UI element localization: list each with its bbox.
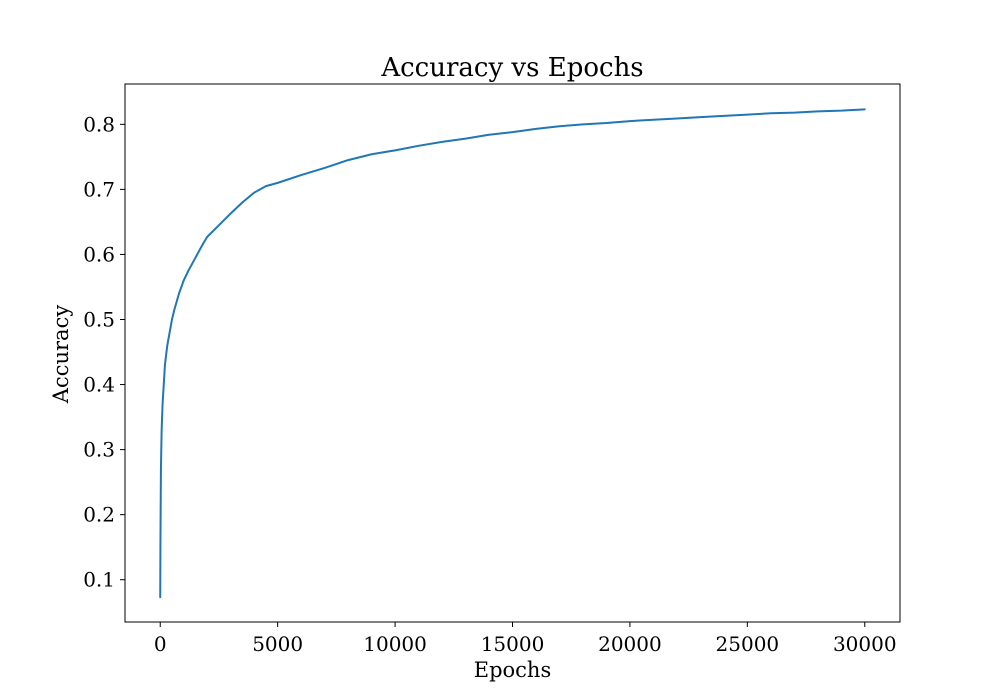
x-tick-label: 25000 (716, 632, 780, 656)
x-tick-label: 10000 (363, 632, 427, 656)
y-tick-label: 0.1 (83, 568, 115, 592)
x-axis: 0 5000 10000 15000 20000 25000 30000 (154, 622, 897, 656)
x-tick-label: 20000 (598, 632, 662, 656)
x-axis-label: Epochs (474, 658, 551, 682)
x-tick-label: 5000 (252, 632, 303, 656)
y-tick-label: 0.6 (83, 242, 115, 266)
x-tick-label: 30000 (833, 632, 897, 656)
y-tick-label: 0.8 (83, 112, 115, 136)
y-tick-label: 0.7 (83, 177, 115, 201)
y-tick-label: 0.5 (83, 307, 115, 331)
series-line-accuracy (159, 108, 866, 599)
y-tick-label: 0.2 (83, 503, 115, 527)
y-tick-label: 0.4 (83, 373, 115, 397)
x-tick-label: 15000 (481, 632, 545, 656)
y-axis-label: Accuracy (49, 305, 73, 405)
y-axis: 0.1 0.2 0.3 0.4 0.5 0.6 0.7 0.8 (83, 112, 125, 592)
plot-area (159, 108, 866, 599)
chart-title: Accuracy vs Epochs (380, 53, 643, 83)
x-tick-label: 0 (154, 632, 167, 656)
y-tick-label: 0.3 (83, 438, 115, 462)
